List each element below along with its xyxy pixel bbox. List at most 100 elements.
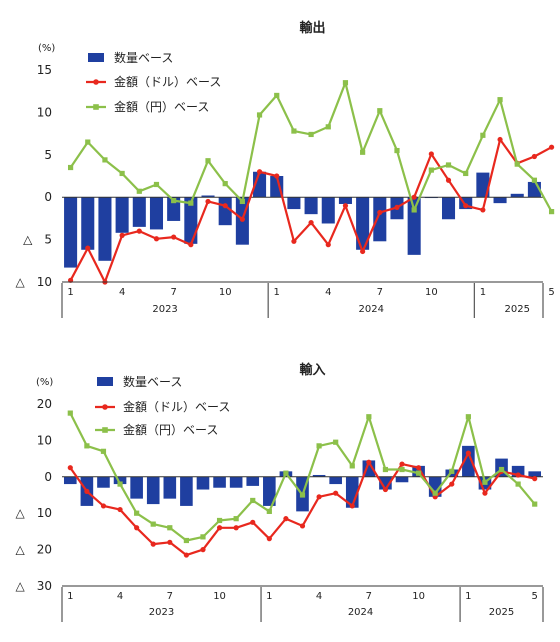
bar-volume — [287, 197, 301, 210]
point-jpy — [480, 132, 486, 138]
point-usd — [463, 203, 469, 209]
x-year-label: 2024 — [358, 304, 383, 315]
x-month-label: 7 — [366, 591, 372, 602]
point-usd — [416, 465, 422, 471]
bar-volume — [64, 197, 78, 268]
bar-volume — [115, 197, 129, 233]
point-usd — [360, 248, 366, 255]
point-usd — [67, 465, 73, 471]
y-tick-label: △ 30 — [16, 579, 53, 593]
point-jpy — [233, 516, 239, 522]
bar-volume — [113, 476, 127, 485]
legend-marker-usd — [93, 79, 99, 85]
point-jpy — [256, 112, 263, 118]
bar-volume — [321, 197, 335, 224]
point-usd — [342, 203, 349, 209]
point-jpy — [342, 80, 349, 86]
point-usd — [183, 552, 189, 558]
x-year-label: 2023 — [149, 607, 174, 618]
y-tick-label: 0 — [44, 470, 52, 484]
point-usd — [531, 153, 538, 160]
point-jpy — [432, 490, 438, 496]
point-jpy — [171, 197, 177, 204]
bar-volume — [441, 197, 456, 220]
bar-volume — [180, 476, 193, 506]
x-year-label: 2025 — [505, 304, 530, 315]
point-usd — [250, 519, 256, 525]
x-year-label: 2024 — [348, 607, 373, 618]
bar-volume — [196, 476, 210, 490]
point-usd — [399, 461, 405, 467]
bar-volume — [98, 197, 112, 261]
bar-volume — [338, 197, 352, 204]
chart-title: 輸出 — [299, 20, 325, 36]
bar-volume — [304, 197, 318, 215]
x-month-label: 5 — [548, 287, 554, 298]
point-usd — [308, 220, 314, 226]
point-usd — [465, 450, 471, 456]
point-usd — [153, 236, 160, 242]
point-jpy — [150, 521, 156, 527]
point-usd — [377, 209, 383, 216]
y-tick-label: 10 — [37, 433, 52, 447]
legend-swatch-volume — [88, 53, 104, 62]
point-usd — [333, 490, 339, 496]
point-usd — [200, 547, 206, 553]
x-month-label: 1 — [480, 287, 486, 298]
point-jpy — [399, 466, 405, 473]
point-usd — [411, 194, 417, 200]
point-usd — [274, 173, 280, 179]
bar-volume — [356, 197, 370, 250]
unit-label: (%) — [38, 43, 55, 54]
point-jpy — [167, 525, 173, 531]
legend-label: 数量ベース — [114, 50, 173, 65]
x-month-label: 5 — [532, 591, 538, 602]
legend-marker-jpy — [93, 104, 99, 110]
point-jpy — [498, 466, 505, 473]
point-jpy — [136, 188, 142, 194]
legend-marker-usd — [102, 404, 108, 410]
bar-volume — [149, 197, 164, 230]
bar-volume — [246, 476, 260, 486]
bar-volume — [218, 197, 232, 226]
point-usd — [480, 207, 486, 213]
point-jpy — [188, 200, 194, 206]
point-jpy — [308, 131, 314, 138]
point-usd — [299, 523, 306, 529]
legend-label: 金額（円）ベース — [123, 422, 218, 437]
point-usd — [325, 242, 331, 248]
point-jpy — [119, 170, 125, 177]
y-tick-label: △ 5 — [23, 233, 52, 247]
point-usd — [136, 228, 142, 234]
bar-volume — [132, 197, 146, 227]
chart-2: 輸入 (%) △ 30 △ 20 △ 10 0 10 20 1 4 7 10 1 4 7 10 1 5 2023 20… — [16, 362, 544, 622]
point-jpy — [548, 209, 555, 215]
point-usd — [548, 144, 555, 150]
point-usd — [100, 503, 107, 509]
point-jpy — [216, 517, 223, 524]
point-jpy — [200, 534, 206, 540]
point-jpy — [84, 443, 90, 449]
point-usd — [222, 203, 228, 209]
point-usd — [366, 459, 372, 465]
x-month-label: 10 — [412, 591, 425, 602]
bar-volume — [407, 197, 421, 255]
point-usd — [85, 245, 91, 251]
point-jpy — [465, 414, 471, 420]
point-usd — [117, 506, 123, 513]
bar-volume — [81, 197, 95, 250]
point-jpy — [482, 479, 488, 485]
point-jpy — [428, 167, 434, 173]
point-usd — [134, 525, 140, 531]
x-year-label: 2023 — [152, 304, 177, 315]
unit-label: (%) — [36, 377, 53, 388]
point-jpy — [366, 414, 372, 420]
bar-volume — [395, 476, 409, 483]
bar-volume — [184, 197, 198, 244]
point-jpy — [134, 510, 140, 516]
y-tick-label: △ 10 — [16, 506, 53, 520]
bar-volume — [163, 476, 177, 499]
